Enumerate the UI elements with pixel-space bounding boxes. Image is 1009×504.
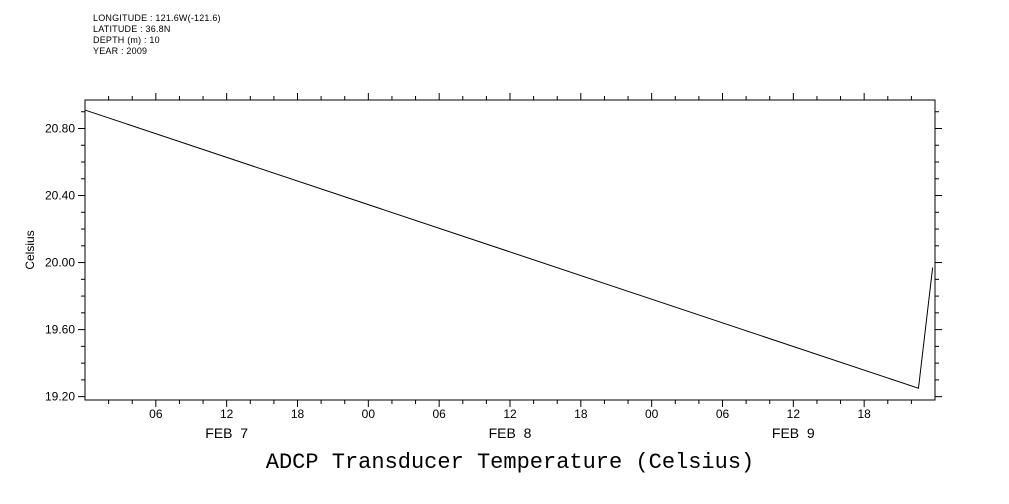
chart-title: ADCP Transducer Temperature (Celsius) — [265, 450, 755, 475]
metadata-longitude: LONGITUDE : 121.6W(-121.6) — [93, 13, 221, 23]
x-tick-label: 18 — [857, 407, 871, 421]
y-tick-label: 20.40 — [45, 189, 75, 203]
x-tick-label: 06 — [716, 407, 730, 421]
x-tick-label: 12 — [787, 407, 801, 421]
x-date-label: FEB 9 — [772, 425, 815, 441]
x-tick-label: 00 — [645, 407, 659, 421]
y-tick-label: 19.20 — [45, 390, 75, 404]
metadata-year: YEAR : 2009 — [93, 46, 148, 56]
x-tick-label: 00 — [362, 407, 376, 421]
plot-frame — [84, 99, 936, 401]
x-tick-label: 06 — [149, 407, 163, 421]
temperature-line — [84, 109, 934, 389]
x-date-label: FEB 7 — [205, 425, 248, 441]
x-tick-label: 18 — [291, 407, 305, 421]
x-date-label: FEB 8 — [489, 425, 532, 441]
y-tick-label: 20.00 — [45, 256, 75, 270]
x-tick-label: 12 — [220, 407, 234, 421]
y-tick-label: 19.60 — [45, 323, 75, 337]
metadata-latitude: LATITUDE : 36.8N — [93, 24, 171, 34]
x-tick-label: 06 — [432, 407, 446, 421]
x-tick-label: 12 — [503, 407, 517, 421]
y-tick-label: 20.80 — [45, 121, 75, 135]
x-tick-label: 18 — [574, 407, 588, 421]
metadata-header: LONGITUDE : 121.6W(-121.6) LATITUDE : 36… — [93, 13, 221, 57]
metadata-depth: DEPTH (m) : 10 — [93, 35, 160, 45]
